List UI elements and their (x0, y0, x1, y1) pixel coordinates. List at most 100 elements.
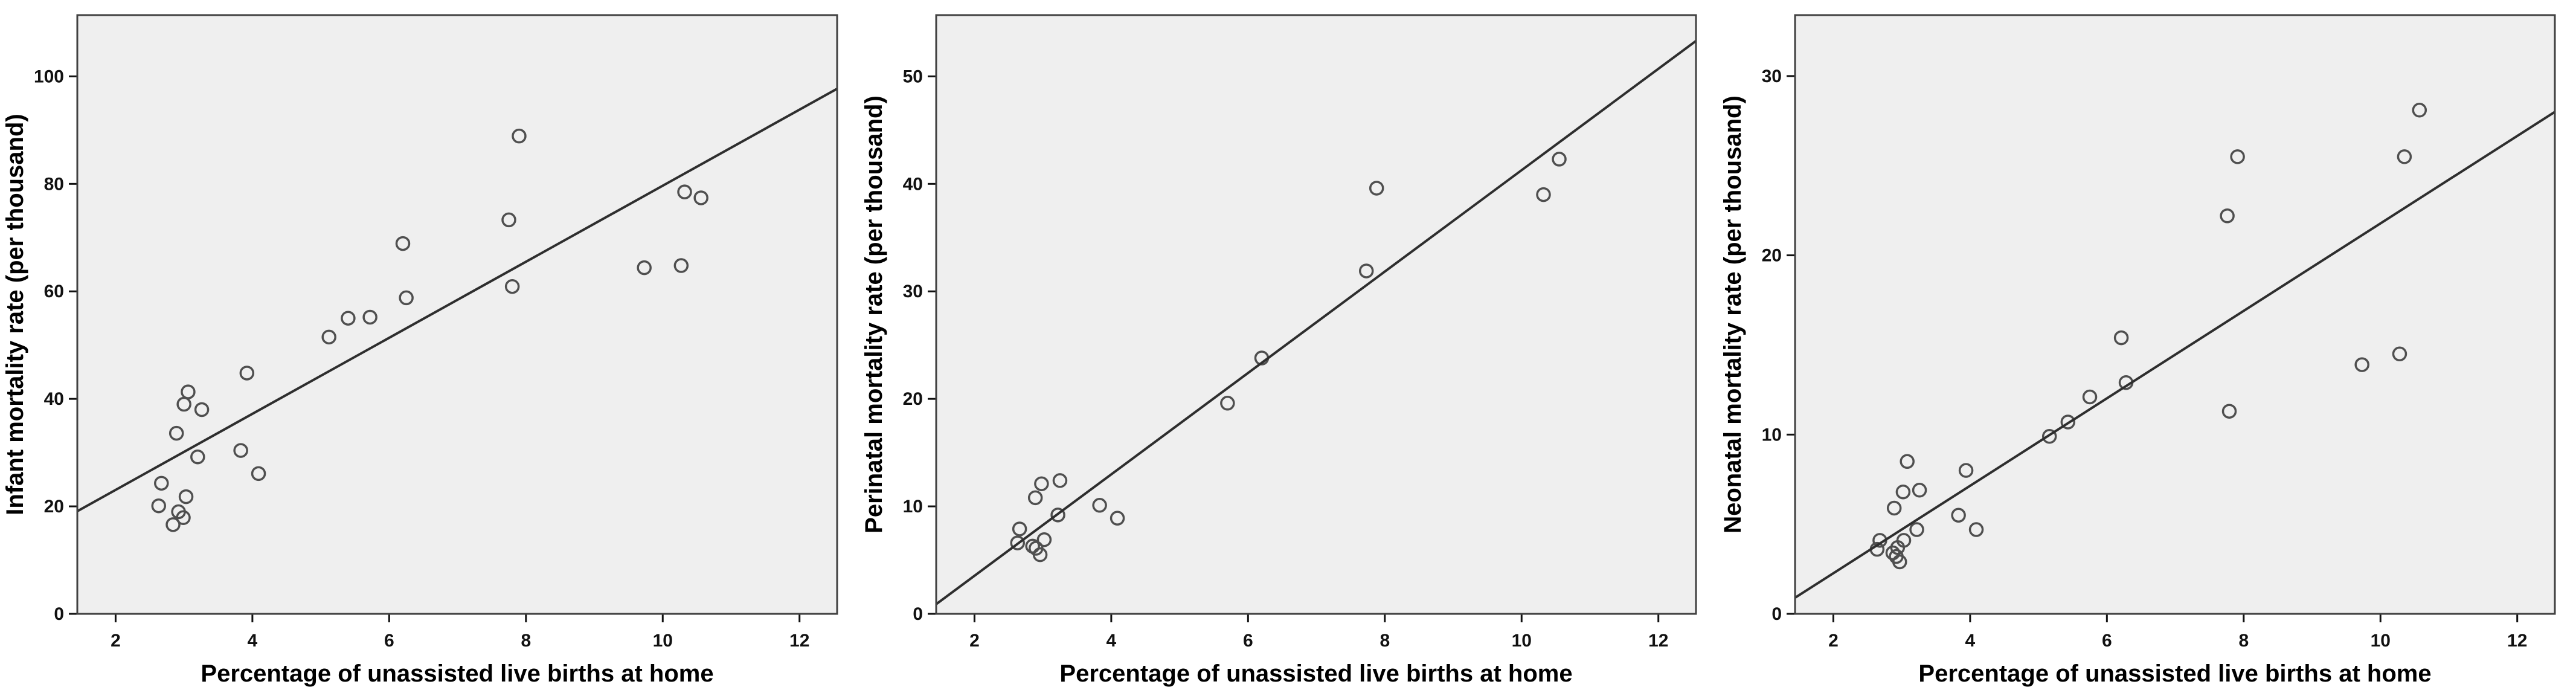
x-tick-label: 12 (1648, 631, 1668, 651)
data-point (176, 510, 191, 526)
x-tick-label: 2 (111, 631, 121, 651)
data-point (399, 290, 414, 306)
data-point (395, 236, 411, 251)
data-point (1951, 508, 1966, 523)
data-point (504, 279, 520, 294)
y-tick-label: 60 (44, 282, 64, 301)
data-points (1869, 103, 2427, 570)
data-point (154, 475, 169, 491)
data-point (1895, 484, 1911, 500)
x-tick-label: 2 (1828, 631, 1839, 651)
perinatal-mortality-chart: 0 10 20 30 40 50 2 4 6 8 10 12 Percentage of unass… (861, 14, 1697, 687)
data-point (181, 384, 196, 399)
data-point (693, 190, 708, 205)
neonatal-mortality-chart: 0 10 20 30 2 4 6 8 10 12 Percentage of unassiste… (1720, 14, 2556, 687)
data-points (151, 128, 708, 532)
data-point (1536, 187, 1551, 202)
data-point (1896, 533, 1912, 548)
y-axis-label: Infant mortality rate (per thousand) (2, 114, 28, 515)
x-tick-label: 12 (789, 631, 809, 651)
x-tick-label: 4 (248, 631, 258, 651)
data-point (1552, 152, 1567, 167)
data-point (1886, 500, 1902, 516)
data-point (1912, 483, 1927, 498)
data-point (2041, 429, 2057, 444)
data-point (151, 498, 166, 514)
data-point (677, 184, 692, 199)
y-tick-label: 40 (903, 174, 923, 194)
data-point (1358, 263, 1374, 279)
data-point (2397, 149, 2412, 164)
x-tick-label: 2 (969, 631, 980, 651)
x-tick-label: 10 (2371, 631, 2391, 651)
infant-mortality-chart: 0 20 40 60 80 100 2 4 6 8 10 12 Percentage of unas… (2, 14, 838, 687)
x-tick-label: 8 (2238, 631, 2249, 651)
y-tick-label: 80 (44, 174, 64, 194)
x-tick-label: 8 (1380, 631, 1390, 651)
data-point (2082, 389, 2098, 405)
fit-line (935, 40, 1697, 605)
data-point (1900, 454, 1915, 469)
data-point (251, 466, 266, 482)
x-axis-ticks: 2 4 6 8 10 12 (111, 614, 809, 651)
scatter-panel-neonatal: 0 10 20 30 2 4 6 8 10 12 Percentage of unassiste… (1718, 0, 2576, 693)
x-axis-label: Percentage of unassisted live births at … (1059, 660, 1572, 687)
x-axis-ticks: 2 4 6 8 10 12 (969, 614, 1668, 651)
data-point (1032, 547, 1048, 562)
x-tick-label: 6 (384, 631, 394, 651)
data-point (2221, 404, 2237, 419)
x-tick-label: 6 (1243, 631, 1253, 651)
plot-area (77, 15, 837, 614)
y-tick-label: 10 (1762, 425, 1782, 445)
data-point (1012, 521, 1027, 537)
data-point (2230, 149, 2245, 164)
scatter-panel-infant: 0 20 40 60 80 100 2 4 6 8 10 12 Percentage of unas… (0, 0, 858, 693)
data-point (1050, 508, 1065, 523)
fit-line (77, 88, 838, 512)
x-tick-label: 8 (521, 631, 531, 651)
data-point (1027, 490, 1043, 506)
data-point (341, 311, 356, 326)
data-point (1968, 522, 1984, 537)
data-point (1958, 463, 1974, 478)
data-point (1010, 535, 1025, 550)
data-point (512, 128, 527, 144)
data-point (1110, 511, 1125, 526)
data-point (194, 402, 210, 417)
data-point (362, 309, 377, 325)
y-tick-label: 0 (1771, 604, 1782, 624)
x-tick-label: 10 (653, 631, 673, 651)
x-tick-label: 4 (1107, 631, 1117, 651)
y-tick-label: 0 (913, 604, 923, 624)
plot-area (936, 15, 1696, 614)
data-points (1010, 152, 1567, 562)
data-point (169, 425, 184, 441)
data-point (178, 489, 194, 504)
data-point (1909, 522, 1924, 537)
y-tick-label: 20 (903, 389, 923, 409)
data-point (233, 443, 248, 458)
x-tick-label: 6 (2102, 631, 2112, 651)
plot-frame (935, 14, 1697, 615)
y-tick-label: 100 (34, 66, 64, 86)
data-point (637, 260, 652, 276)
data-point (2392, 346, 2407, 362)
plot-frame (76, 14, 838, 615)
data-point (321, 329, 336, 345)
data-point (2220, 208, 2235, 224)
y-axis-label: Neonatal mortality rate (per thousand) (1720, 95, 1746, 533)
y-tick-label: 10 (903, 497, 923, 517)
data-point (2354, 357, 2369, 372)
y-tick-label: 40 (44, 389, 64, 409)
y-tick-label: 0 (54, 604, 64, 624)
x-axis-ticks: 2 4 6 8 10 12 (1828, 614, 2527, 651)
y-axis-label: Perinatal mortality rate (per thousand) (861, 95, 887, 533)
data-point (1036, 532, 1052, 547)
y-axis-ticks: 0 20 40 60 80 100 (34, 66, 77, 624)
data-point (190, 449, 205, 465)
data-point (165, 517, 181, 532)
y-tick-label: 20 (44, 497, 64, 517)
data-point (239, 366, 255, 381)
x-tick-label: 12 (2507, 631, 2527, 651)
